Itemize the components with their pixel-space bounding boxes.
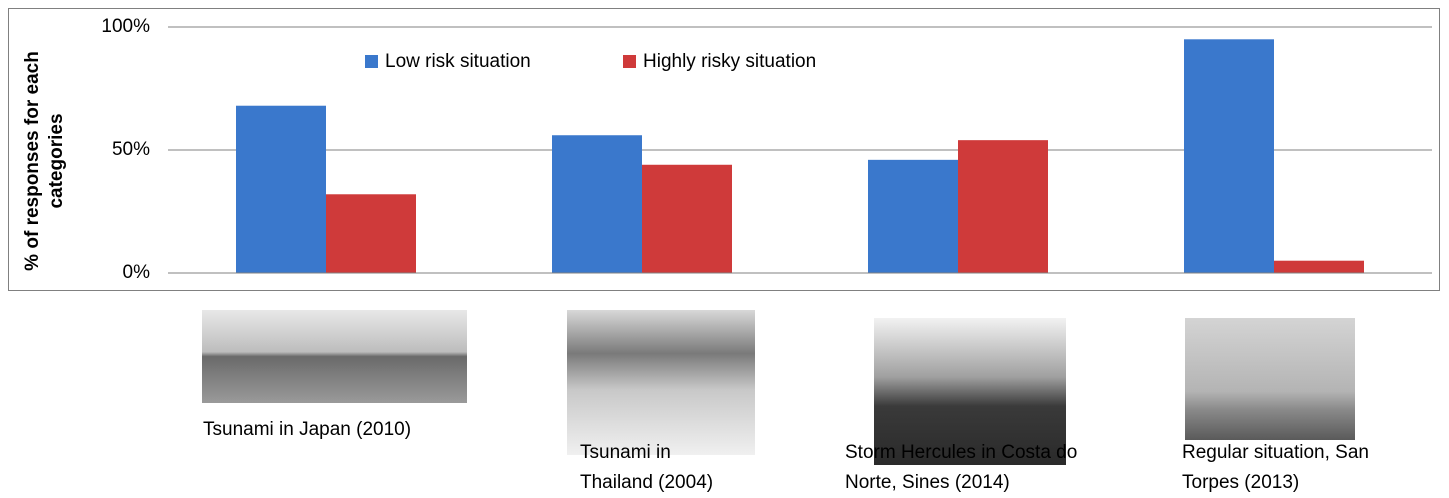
bar [958, 140, 1048, 273]
photo [202, 310, 467, 403]
bar [642, 164, 732, 273]
photo [567, 310, 755, 455]
legend-label: Low risk situation [385, 51, 531, 72]
y-tick-label: 50% [112, 139, 150, 160]
bar [1184, 39, 1274, 273]
bar [236, 105, 326, 273]
y-tick-label: 0% [123, 262, 151, 283]
x-tick-label: Tsunami in Thailand (2004) [580, 442, 714, 493]
y-axis-title: % of responses for each categories [22, 51, 67, 271]
x-tick-label: Storm Hercules in Costa do Norte, Sines … [845, 442, 1078, 493]
photo [1185, 318, 1355, 440]
photo [874, 318, 1066, 465]
legend-label: Highly risky situation [643, 51, 816, 72]
bar [868, 159, 958, 273]
legend-swatch [623, 55, 636, 68]
x-tick-label: Tsunami in Japan (2010) [203, 419, 412, 440]
x-tick-label: Regular situation, San Torpes (2013) [1182, 442, 1369, 493]
bar [1274, 260, 1364, 273]
legend-swatch [365, 55, 378, 68]
y-tick-label: 100% [101, 16, 150, 37]
chart-frame [8, 8, 1440, 291]
bar [552, 135, 642, 273]
bar [326, 194, 416, 273]
